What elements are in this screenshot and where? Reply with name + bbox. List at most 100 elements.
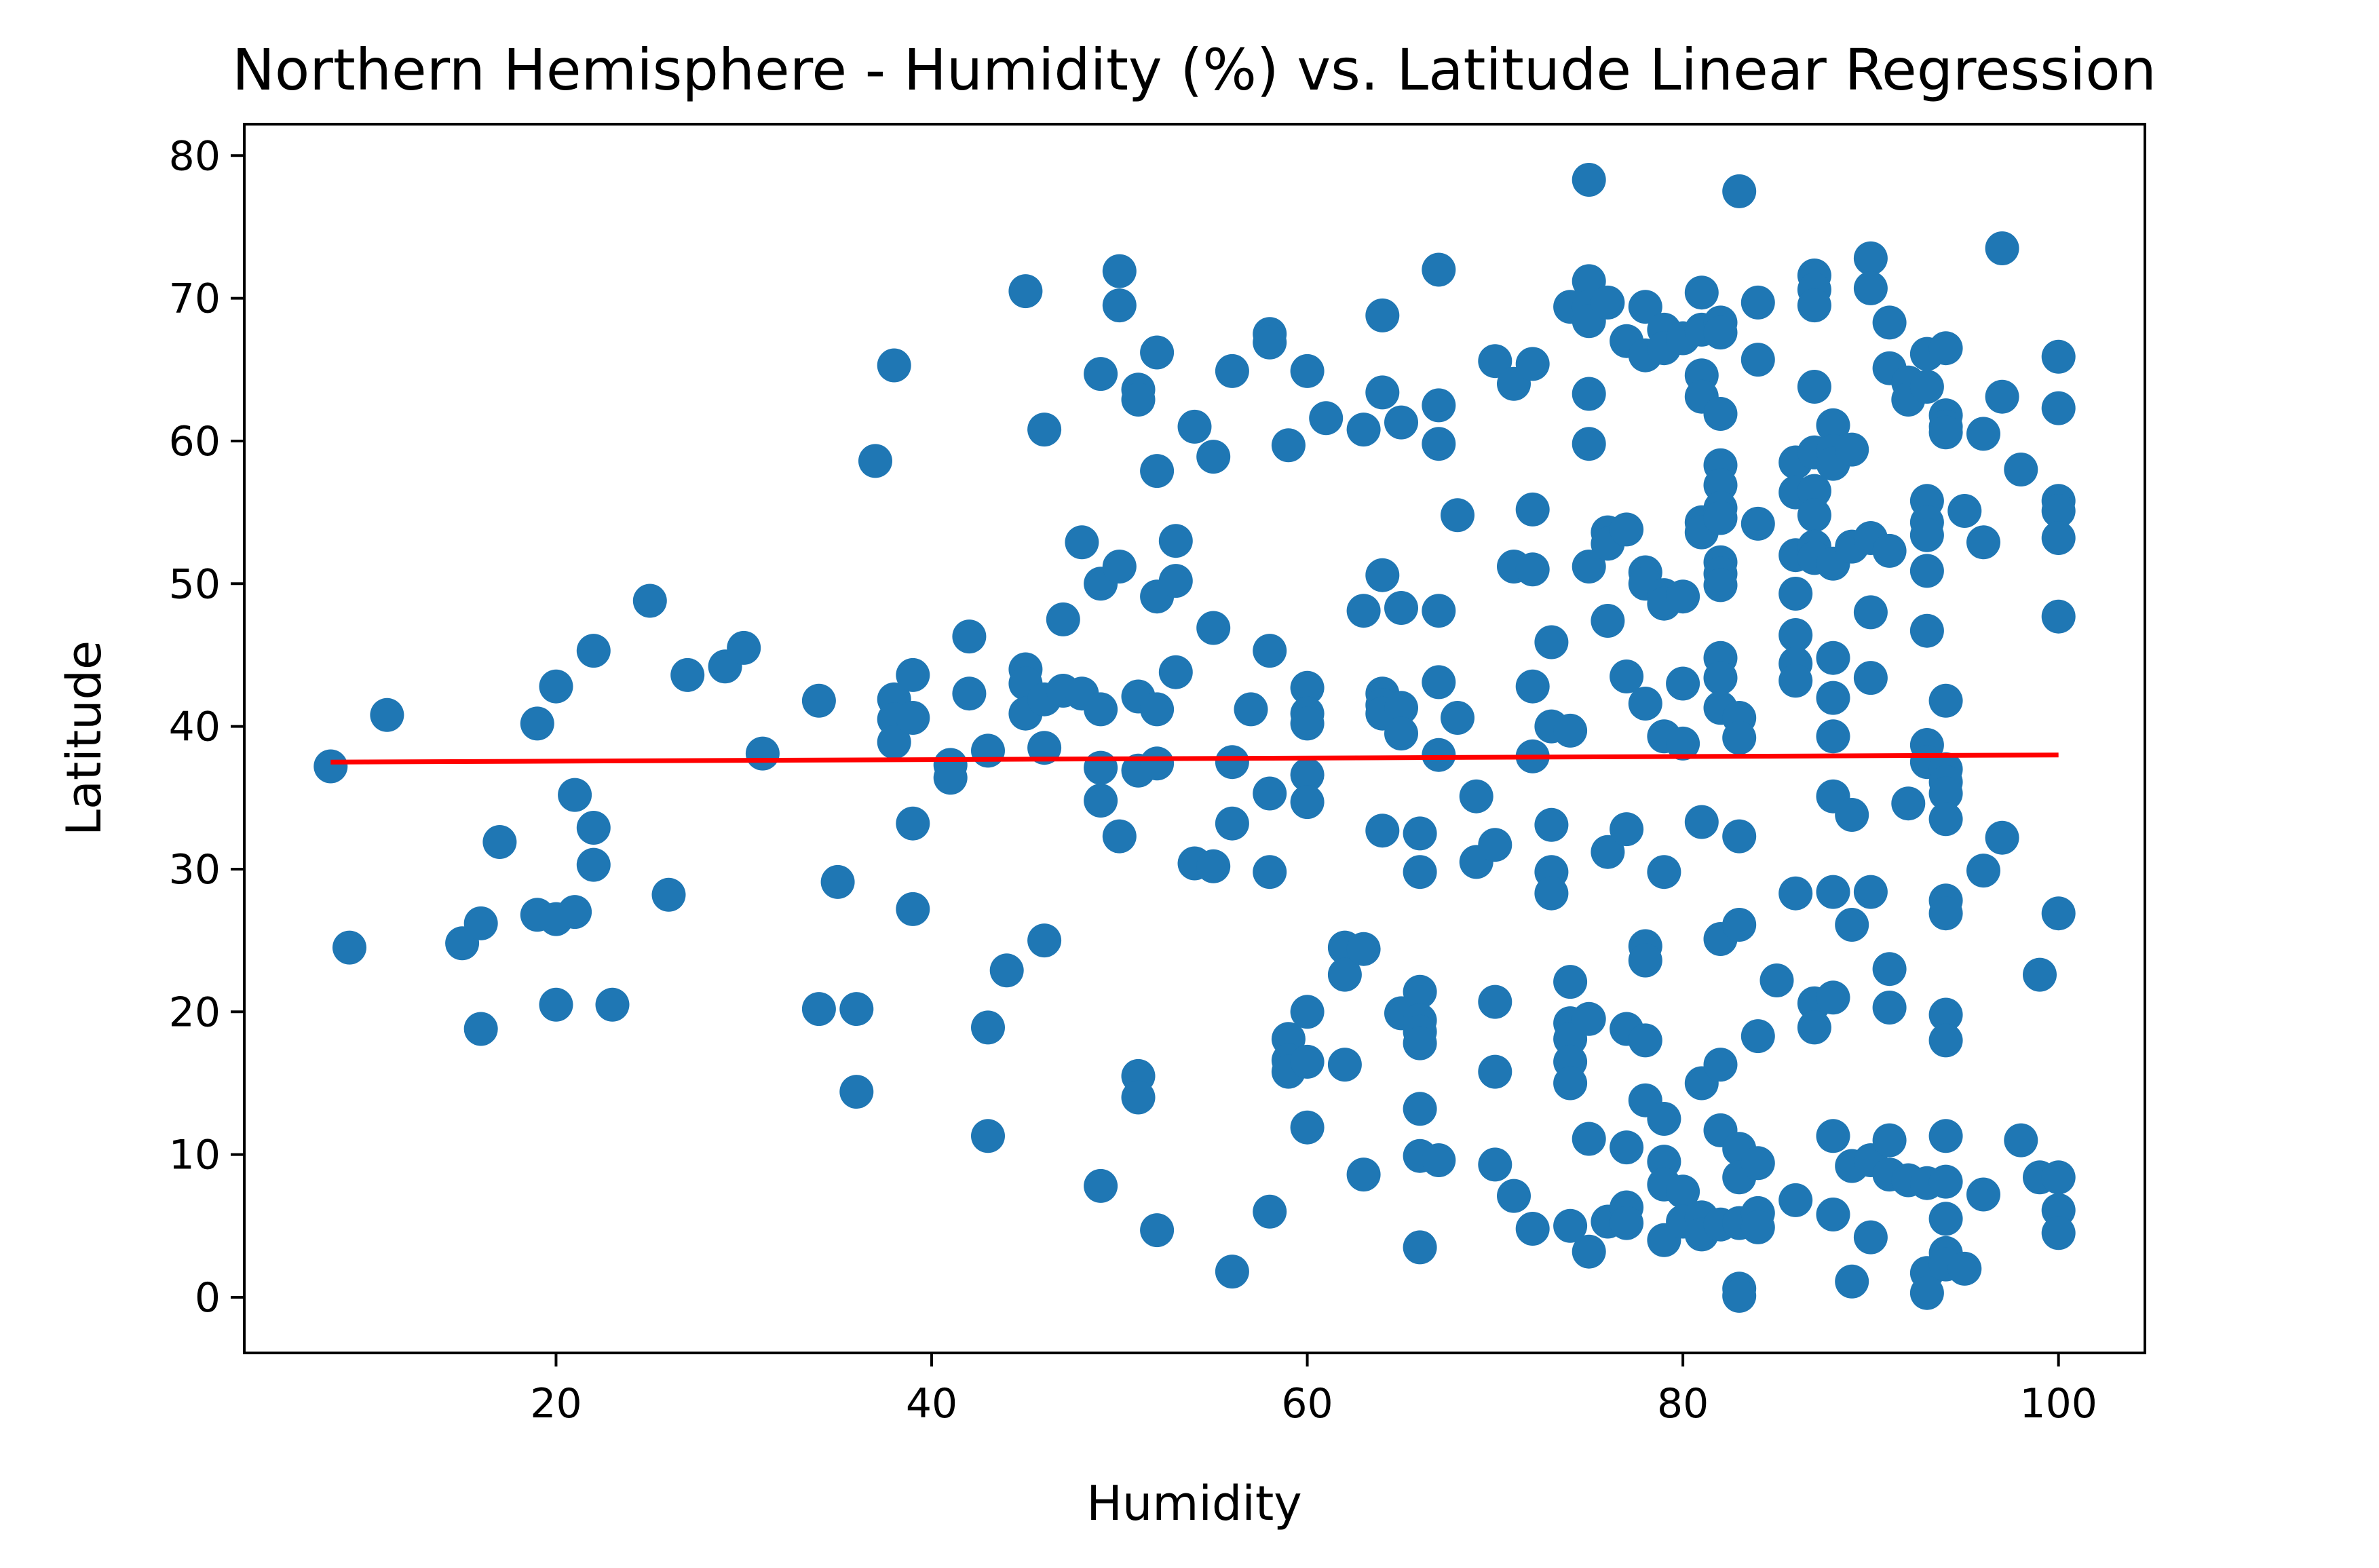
data-point [1046,602,1080,636]
y-tick-label: 20 [169,989,221,1036]
data-point [1966,525,2000,560]
data-point [745,736,780,771]
data-point [1703,397,1738,431]
data-point [1196,440,1231,474]
data-point [2041,521,2076,555]
data-point [820,864,855,899]
data-point [1008,274,1043,309]
data-point [1909,613,1944,648]
data-point [858,444,892,478]
data-point [1365,375,1400,410]
data-point [1740,1019,1775,1054]
data-point [1553,965,1588,999]
data-point [1553,713,1588,748]
data-point [558,895,592,930]
data-point [1084,784,1118,818]
data-point [1872,305,1907,340]
data-point [1290,785,1325,820]
data-point [1121,1080,1156,1115]
data-point [1928,331,1963,366]
data-point [1722,1278,1757,1313]
data-point [1515,492,1550,527]
data-point [1140,1213,1175,1248]
data-point [1610,512,1644,547]
data-point [1985,231,2019,265]
chart-title: Northern Hemisphere - Humidity (%) vs. L… [232,37,2156,103]
data-point [1966,1177,2000,1212]
data-point [1966,417,2000,451]
data-point [1853,595,1888,630]
data-point [1666,726,1700,761]
data-point [1497,1179,1531,1213]
data-point [1647,1102,1681,1136]
data-point [1140,746,1175,781]
data-point [632,584,667,618]
data-point [1928,896,1963,931]
data-point [1853,271,1888,305]
data-point [1027,731,1062,765]
data-point [1346,413,1381,447]
data-point [1647,855,1681,890]
data-point [1722,721,1757,755]
data-point [539,987,573,1022]
data-point [2004,1123,2038,1158]
data-point [1872,991,1907,1025]
data-point [1553,1066,1588,1101]
data-point [1459,779,1493,814]
data-point [1177,409,1212,444]
data-point [971,1010,1005,1045]
x-tick-label: 80 [1657,1380,1709,1428]
data-point [2023,957,2057,992]
data-point [539,669,573,704]
data-point [1909,518,1944,552]
x-tick-label: 100 [2019,1380,2097,1428]
data-point [1572,1122,1606,1156]
data-point [801,992,836,1027]
data-point [1610,1130,1644,1165]
data-point [1102,288,1137,323]
data-point [971,733,1005,768]
points-layer [313,163,2076,1313]
data-point [1290,1110,1325,1145]
data-point [1985,379,2019,414]
data-point [1102,819,1137,854]
data-point [1403,1092,1437,1126]
data-point [1403,1026,1437,1060]
data-point [1778,1183,1813,1217]
data-point [1290,706,1325,741]
data-point [1816,719,1850,754]
data-point [1853,661,1888,695]
data-point [1909,1276,1944,1310]
data-point [839,1075,874,1109]
data-point [1703,661,1738,695]
data-point [1909,370,1944,404]
data-point [313,749,348,784]
data-point [1346,932,1381,966]
y-tick-label: 30 [169,846,221,894]
y-tick-label: 60 [169,418,221,465]
data-point [1572,377,1606,411]
data-point [1365,814,1400,848]
data-point [1215,353,1249,388]
data-point [1591,835,1625,869]
data-point [1196,611,1231,645]
data-point [1215,1255,1249,1289]
data-point [1928,1164,1963,1199]
data-point [1346,1158,1381,1192]
data-point [1835,908,1869,942]
data-point [1628,687,1662,721]
data-point [1778,577,1813,611]
data-point [1422,388,1456,423]
data-point [1478,344,1512,379]
y-axis-label: Latitude [56,640,112,836]
data-point [1572,550,1606,584]
data-point [463,906,498,940]
y-tick-label: 70 [169,275,221,323]
data-point [1253,1194,1287,1229]
data-point [2041,391,2076,425]
data-point [1928,1202,1963,1236]
data-point [1140,454,1175,489]
data-point [1403,974,1437,1009]
y-tick-label: 0 [195,1274,221,1322]
